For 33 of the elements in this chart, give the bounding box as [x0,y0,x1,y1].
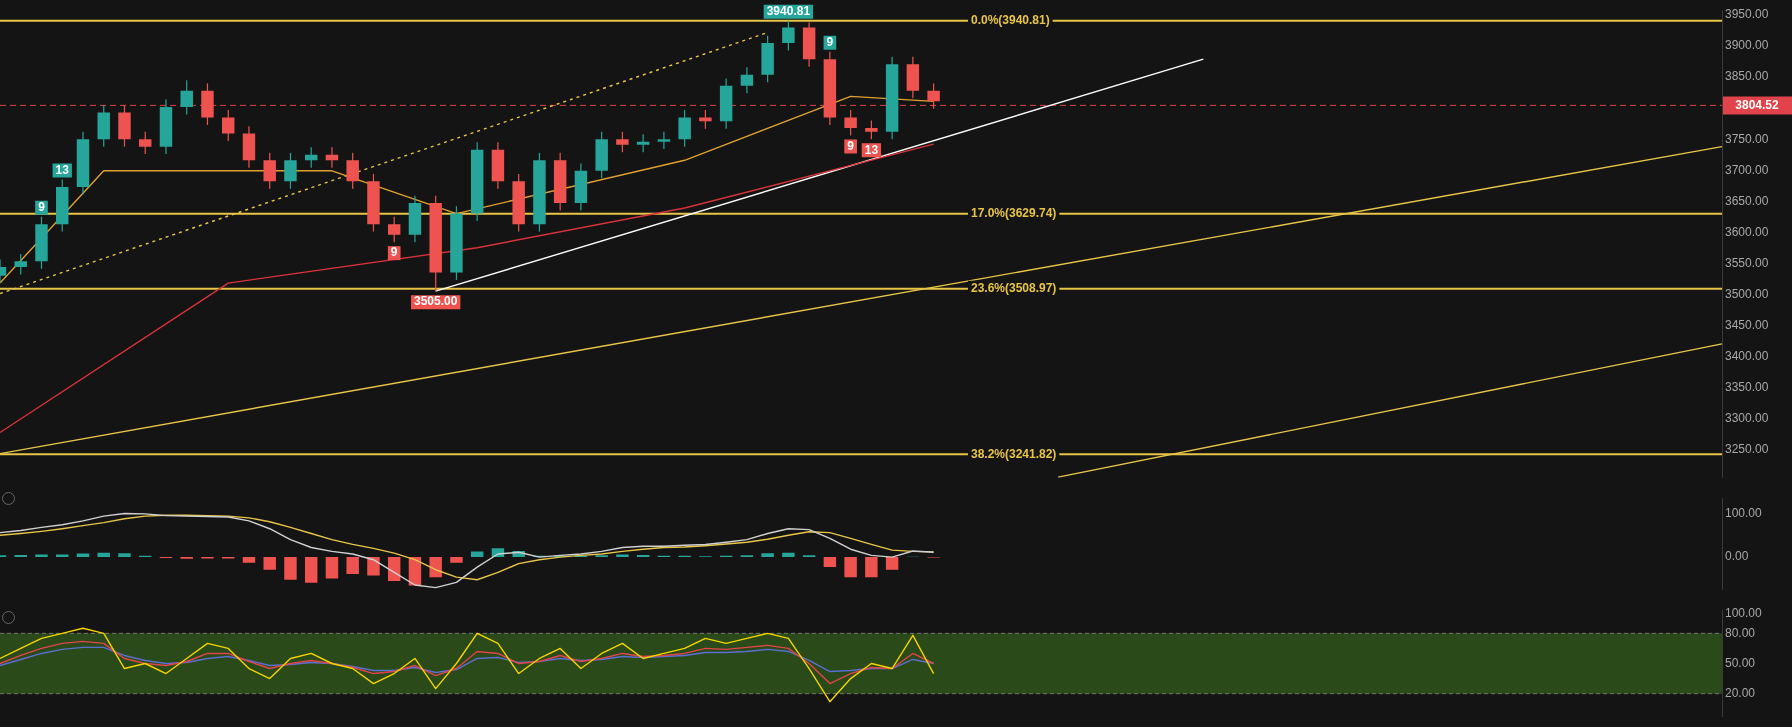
y-tick-label: 3400.00 [1725,348,1769,363]
y-tick-label: 3250.00 [1725,441,1769,456]
annotation: 9 [38,200,46,215]
y-tick-label: 3600.00 [1725,224,1769,239]
y-tick-label: 3900.00 [1725,38,1769,53]
annotation: 9 [847,138,855,153]
y-tick-label: 3350.00 [1725,379,1769,394]
y-tick-label: 3950.00 [1725,7,1769,22]
ref-line-label: 23.6%(3508.97) [970,280,1057,295]
annotation: 13 [864,142,879,157]
annotation: 3505.00 [413,294,458,309]
annotation: 9 [826,35,834,50]
annotation: 9 [390,245,398,260]
y-tick-label: 3850.00 [1725,69,1769,84]
y-tick-label: 20.00 [1725,685,1756,700]
y-tick-label: 50.00 [1725,655,1756,670]
y-tick-label: 100.00 [1725,605,1763,620]
y-tick-label: 3450.00 [1725,317,1769,332]
y-tick-label: 3550.00 [1725,255,1769,270]
ref-line-label: 17.0%(3629.74) [970,206,1057,221]
y-tick-label: 3700.00 [1725,162,1769,177]
annotation: 3940.81 [766,4,811,19]
y-tick-label: 100.00 [1725,505,1763,520]
y-tick-label: 3500.00 [1725,286,1769,301]
y-tick-label: 3650.00 [1725,193,1769,208]
y-tick-label: 0.00 [1725,549,1749,564]
y-tick-label: 3750.00 [1725,131,1769,146]
y-tick-label: 80.00 [1725,625,1756,640]
y-tick-label: 3300.00 [1725,410,1769,425]
ref-line-label: 0.0%(3940.81) [970,13,1050,28]
ref-line-label: 38.2%(3241.82) [970,446,1057,461]
ref-line-label: 3804.52 [1735,97,1780,112]
annotation: 13 [55,162,70,177]
